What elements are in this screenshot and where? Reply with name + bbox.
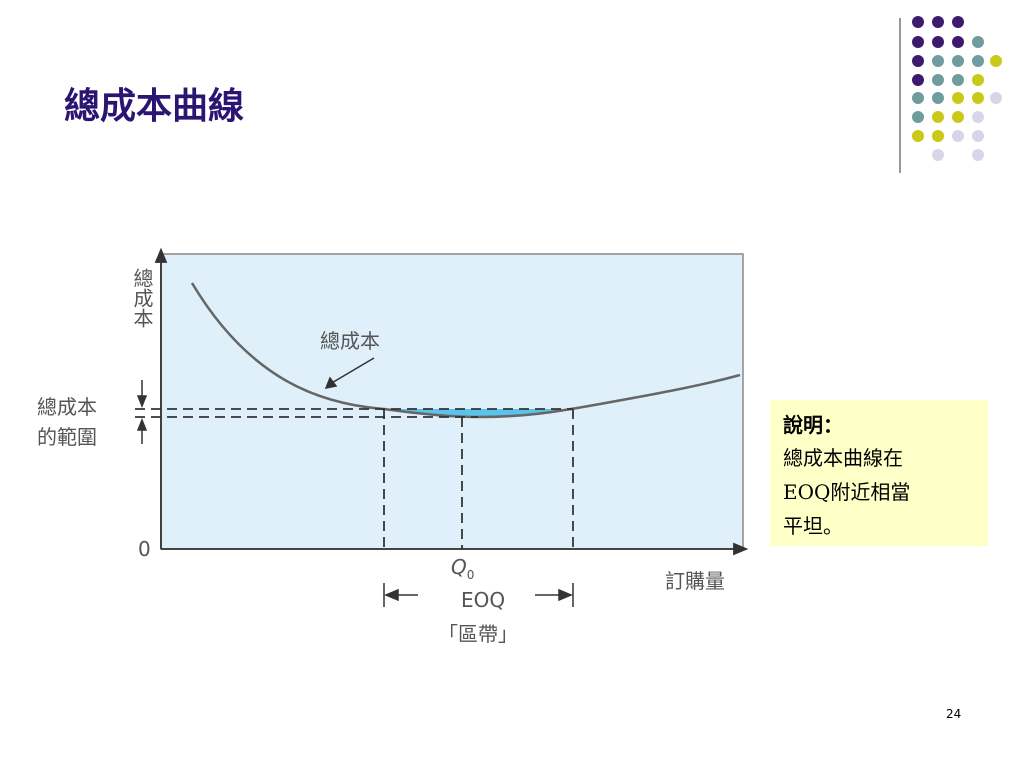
curve-label: 總成本 xyxy=(320,329,380,353)
zone-caption: 「區帶」 xyxy=(438,622,518,646)
range-label: 總成本 xyxy=(37,395,97,419)
guide-lines xyxy=(135,408,574,549)
q0-label: Q0 xyxy=(451,555,474,582)
range-arrows xyxy=(136,357,574,607)
note-line: 平坦。 xyxy=(783,514,843,538)
dot-decoration xyxy=(899,16,1002,173)
range-label: 的範圍 xyxy=(37,425,97,449)
q0-main: Q xyxy=(451,555,467,579)
note-line: 總成本曲線在 xyxy=(783,446,903,470)
q0-sub: 0 xyxy=(467,568,475,582)
diagram: 總成本 總成本 總成本 的範圍 0 Q0 訂購量 EOQ 「區帶」 xyxy=(37,247,749,646)
note-title: 說明： xyxy=(783,413,843,437)
x-axis-label: 訂購量 xyxy=(665,569,725,593)
slide-title: 總成本曲線 xyxy=(64,85,244,127)
y-axis-label: 總成本 xyxy=(130,268,154,328)
page-number: 24 xyxy=(946,707,961,721)
flat-region xyxy=(384,409,573,417)
plot-area xyxy=(160,253,744,550)
zone-label: EOQ xyxy=(461,588,505,612)
axes xyxy=(154,247,749,556)
origin-label: 0 xyxy=(138,537,151,561)
note-box xyxy=(770,400,988,546)
note-line: EOQ附近相當 xyxy=(783,480,910,504)
